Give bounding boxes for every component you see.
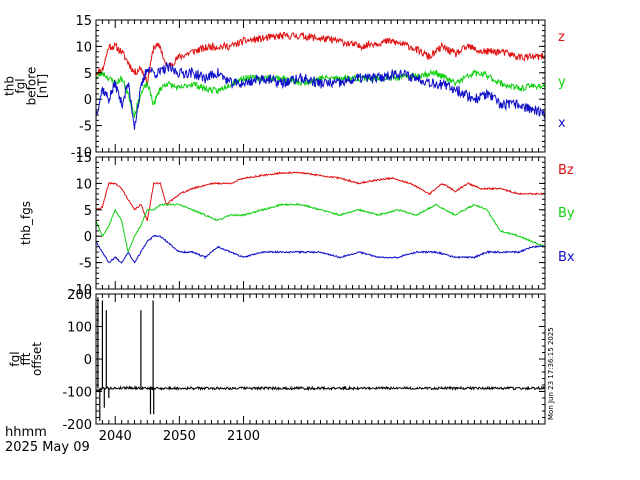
y-tick-label: 15 (75, 151, 92, 166)
x-tick-label: 2040 (99, 429, 132, 444)
time-format-label: hhmm (5, 425, 47, 440)
y-axis-label: fgl (14, 78, 28, 93)
date-label: 2025 May 09 (5, 440, 90, 455)
series-group (96, 171, 545, 264)
y-tick-label: -200 (62, 418, 92, 433)
series-group (96, 31, 545, 130)
series-line-y (96, 68, 545, 118)
series-line-z (96, 31, 545, 86)
y-axis-label: offset (30, 342, 44, 376)
series-spikes (97, 297, 155, 421)
y-tick-label: -10 (71, 146, 92, 161)
y-axis-label: [nT] (36, 74, 50, 98)
legend-z: z (558, 30, 565, 45)
y-tick-label: 0 (84, 353, 92, 368)
panel-frame (95, 156, 546, 290)
y-axis-label: fft (19, 352, 33, 365)
y-tick-label: 10 (75, 40, 92, 55)
y-tick-label: 0 (84, 230, 92, 245)
y-tick-label: 5 (84, 204, 92, 219)
series-line-by (96, 202, 545, 253)
y-tick-label: 5 (84, 67, 92, 82)
panel-frame (95, 293, 546, 425)
timestamp-stamp: Mon Jun 23 17:36:15 2025 (547, 327, 555, 420)
y-tick-label: -10 (71, 283, 92, 298)
y-tick-label: 15 (75, 14, 92, 29)
legend-by: By (558, 206, 575, 221)
y-axis-label: fgl (8, 351, 22, 366)
legend-y: y (558, 75, 566, 90)
y-tick-label: -5 (79, 257, 92, 272)
y-tick-label: 0 (84, 93, 92, 108)
y-tick-label: 100 (67, 321, 92, 336)
y-axis-label: before (25, 67, 39, 106)
y-tick-label: 200 (67, 288, 92, 303)
series-line-bz (96, 171, 545, 222)
x-tick-label: 2050 (163, 429, 196, 444)
legend-bz: Bz (558, 163, 574, 178)
legend-bx: Bx (558, 250, 575, 265)
series-line-bx (96, 235, 545, 264)
series-line (96, 385, 545, 393)
y-tick-label: -5 (79, 120, 92, 135)
series-line-x (96, 61, 545, 130)
x-tick-label: 2100 (227, 429, 260, 444)
series-group (96, 297, 545, 421)
y-tick-label: 10 (75, 177, 92, 192)
y-axis-label: thb_fgs (19, 201, 33, 245)
y-axis-label: thb (3, 76, 17, 96)
panel-2: Bz By Bx -10 -5 0 5 10 15 thb_fgs (19, 151, 575, 298)
legend-x: x (558, 116, 566, 131)
y-tick-label: -100 (62, 386, 92, 401)
